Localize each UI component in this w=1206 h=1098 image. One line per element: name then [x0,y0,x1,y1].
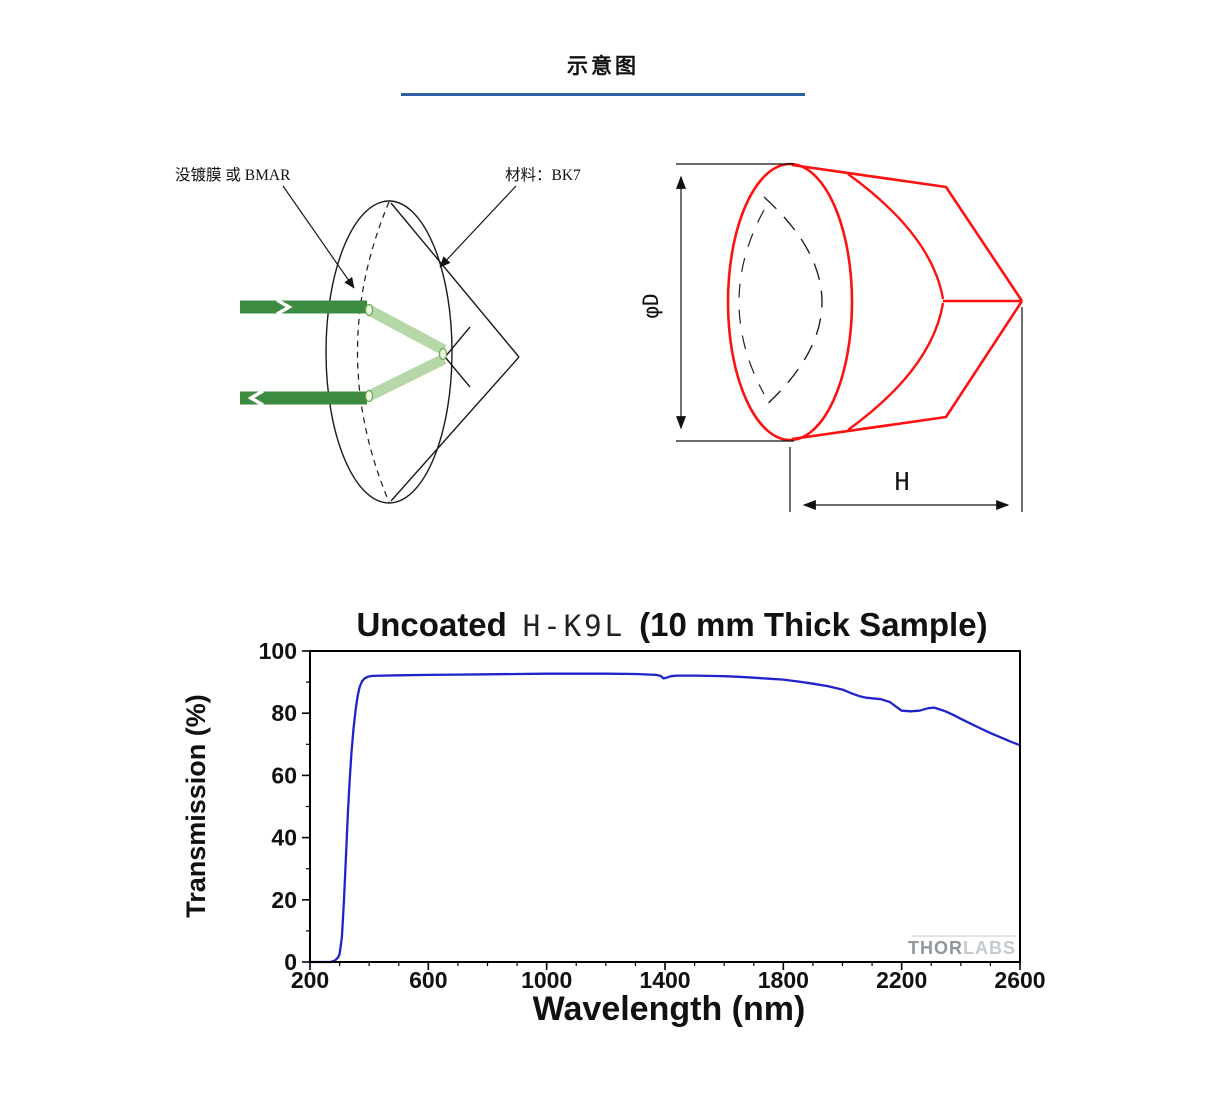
internal-ray-up [366,354,447,401]
watermark-thor: THOR [908,938,963,958]
height-dimension-label: H [894,467,909,496]
y-tick-label: 0 [284,949,297,975]
y-tick-label: 100 [259,638,297,664]
x-tick-label: 600 [409,967,447,993]
y-tick-label: 20 [271,887,297,913]
x-tick-label: 1000 [521,967,572,993]
y-tick-label: 80 [271,700,297,726]
axicon-cone-bottom-edge [390,356,520,502]
chart-title-uncoated: Uncoated [356,606,506,643]
material-leader-line [439,185,517,268]
coating-label: 没镀膜 或 BMAR [175,166,291,184]
axicon-3d-outline [726,162,1024,442]
hidden-rim-dashed-left [738,209,765,395]
dimension-lines [675,163,1023,512]
axicon-3d-bottom-silhouette [791,300,1024,441]
title-underline [401,93,805,96]
chart-title: Uncoated H-K9L (10 mm Thick Sample) [356,606,987,643]
x-tick-label: 1800 [758,967,809,993]
y-tick-label: 40 [271,825,297,851]
schematic-diagrams: 没镀膜 或 BMAR 材料：BK7 φD [175,162,1024,512]
x-axis-title: Wavelength (nm) [533,990,806,1028]
axicon-cone-top-edge [390,202,520,358]
transmission-curve [308,672,1022,964]
ray-diagram [240,298,448,407]
transmission-chart: Uncoated H-K9L (10 mm Thick Sample) Transm… [181,606,1046,1028]
x-tick-label: 1400 [639,967,690,993]
x-tick-label: 2200 [876,967,927,993]
axicon-inner-vertex [444,326,471,388]
x-tick-label: 200 [291,967,329,993]
y-tick-label: 60 [271,762,297,788]
axicon-3d-view: φD H [639,162,1024,512]
axicon-front-face-outline [325,200,453,504]
y-axis-title: Transmission (%) [181,694,211,918]
chart-plot-area: 200 600 1000 1400 1800 2200 2600 0 20 40 60 80 100 [259,638,1046,993]
incoming-ray-arrowhead-icon [276,298,293,316]
diameter-dimension-label: φD [639,293,663,318]
axicon-3d-upper-crease [847,173,945,300]
chart-title-material: H-K9L [523,609,625,643]
plot-border [309,650,1021,963]
axicon-3d-base-rim [726,162,854,442]
schematic-section-header: 示意图 [0,50,1206,96]
axicon-3d-top-silhouette [791,163,1024,302]
outgoing-ray-arrowhead-icon [247,389,264,407]
hidden-rim-dashed-right [763,196,823,408]
axicon-hidden-edge-dashed [356,201,390,503]
x-tick-label: 2600 [994,967,1045,993]
axicon-side-view: 没镀膜 或 BMAR 材料：BK7 [175,166,581,504]
internal-ray-down [366,305,447,355]
ray-reflection-point [438,347,448,361]
ray-exit-point [364,389,374,403]
ray-entry-point [364,303,374,317]
watermark-labs: LABS [963,938,1016,958]
material-label: 材料：BK7 [505,166,581,184]
thorlabs-watermark: THORLABS [908,938,1016,958]
axicon-3d-lower-crease [847,302,945,431]
page-title: 示意图 [567,55,639,78]
chart-title-sample: (10 mm Thick Sample) [639,606,987,643]
coating-leader-line [282,185,355,289]
